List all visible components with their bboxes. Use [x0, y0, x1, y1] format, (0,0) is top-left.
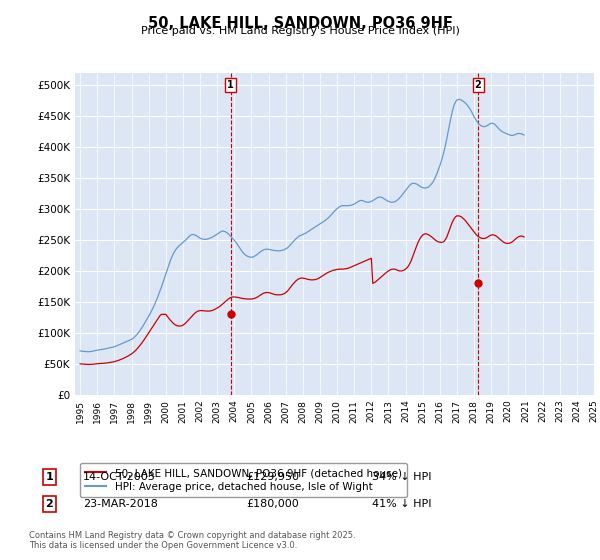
Text: 34% ↓ HPI: 34% ↓ HPI: [372, 472, 431, 482]
Text: 1: 1: [227, 80, 234, 90]
Text: 14-OCT-2003: 14-OCT-2003: [83, 472, 155, 482]
Legend: 50, LAKE HILL, SANDOWN, PO36 9HF (detached house), HPI: Average price, detached : 50, LAKE HILL, SANDOWN, PO36 9HF (detach…: [80, 463, 407, 497]
Text: £180,000: £180,000: [246, 499, 299, 509]
Text: 41% ↓ HPI: 41% ↓ HPI: [372, 499, 431, 509]
Text: 2: 2: [475, 80, 481, 90]
Text: 23-MAR-2018: 23-MAR-2018: [83, 499, 158, 509]
Text: 50, LAKE HILL, SANDOWN, PO36 9HF: 50, LAKE HILL, SANDOWN, PO36 9HF: [148, 16, 452, 31]
Text: £129,950: £129,950: [246, 472, 299, 482]
Text: Contains HM Land Registry data © Crown copyright and database right 2025.
This d: Contains HM Land Registry data © Crown c…: [29, 530, 355, 550]
Text: 1: 1: [46, 472, 53, 482]
Text: 2: 2: [46, 499, 53, 509]
Text: Price paid vs. HM Land Registry's House Price Index (HPI): Price paid vs. HM Land Registry's House …: [140, 26, 460, 36]
